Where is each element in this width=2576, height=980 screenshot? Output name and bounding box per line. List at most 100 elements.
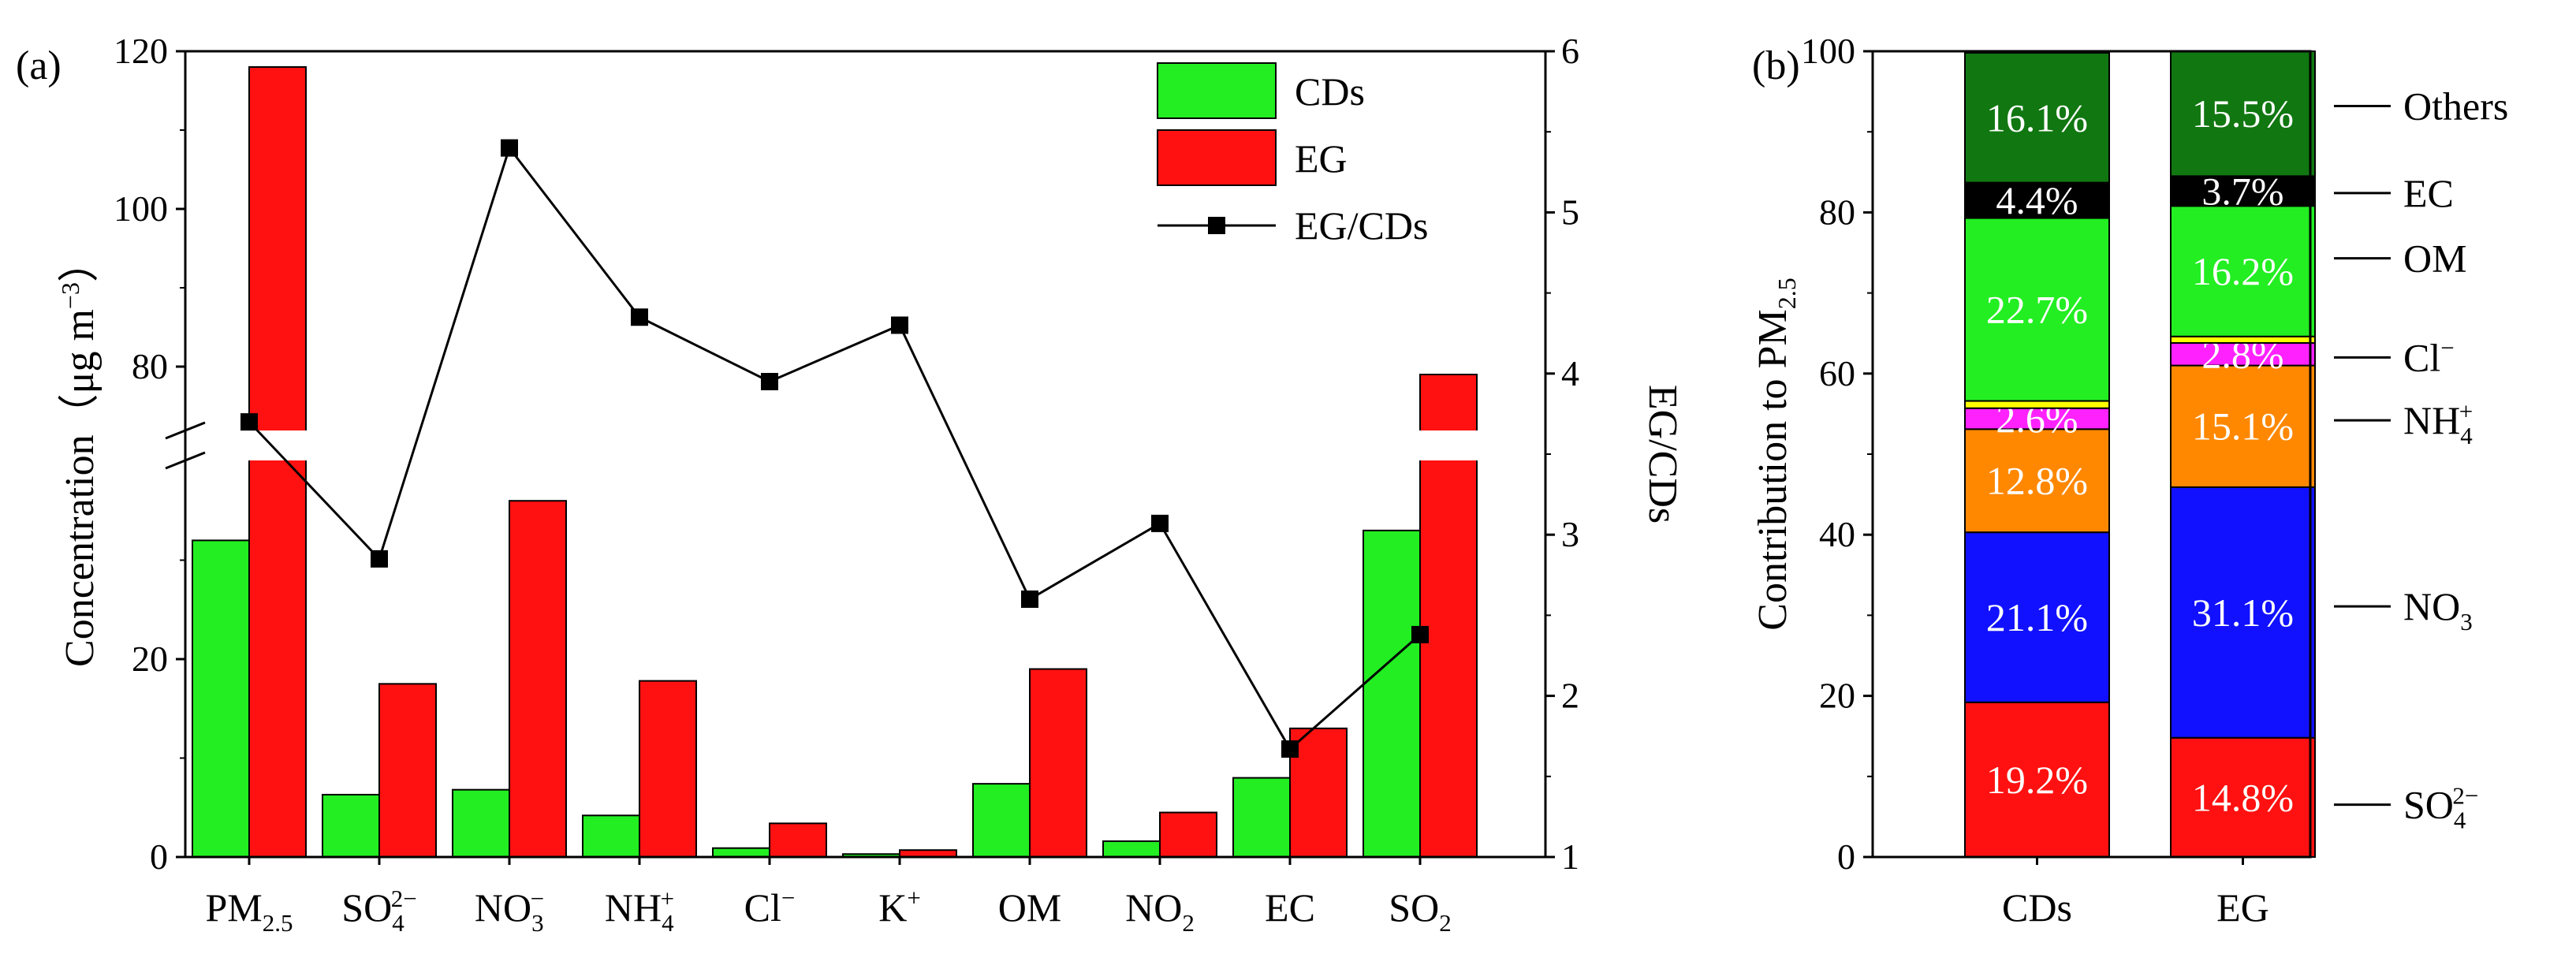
axis-break-mark [165,451,206,470]
x-tick-label: NH4+ [605,885,674,937]
panel-label-b: (b) [1752,43,1800,88]
axis-break-mark [165,421,206,440]
x-tick-label-sub: 2.5 [263,909,293,937]
stack-seg-EG-0 [2170,736,2316,859]
side-label-base: Others [2403,84,2508,128]
x-tick-label-base: SO [1389,885,1439,930]
side-label: NO3 [2403,584,2473,635]
bar-eg-4 [769,822,827,858]
x-tick-label-base: K [878,885,907,930]
x-tick-label-sub: 2 [1439,909,1452,937]
stack-label-EG-2: 15.1% [2192,404,2294,449]
side-label-sup: + [2459,397,2473,425]
x-tick-label-base: EC [1265,885,1315,930]
stack-label-CDs-6: 4.4% [1996,178,2078,222]
y-tick-label-b: 40 [1819,514,1855,554]
ratio-marker-9 [1411,625,1429,643]
axis-break-band [187,430,1544,460]
x-tick-label-base: NO [475,885,531,930]
side-label-sub: 4 [2460,422,2473,449]
side-label-sup: − [2440,333,2454,361]
x-tick-label-sup: 2− [391,885,417,912]
bar-eg-0 [248,66,307,858]
ratio-marker-6 [1021,590,1038,608]
y-axis-label-tail: ） [58,241,103,282]
y2-tick-label: 2 [1561,676,1579,716]
y-axis-label-sup: −3 [56,282,84,309]
y-tick-label: 100 [114,188,168,229]
y-tick-label-b: 0 [1837,837,1855,877]
x-tick-label: SO42− [341,885,416,937]
stack-label-CDs-5: 22.7% [1986,288,2088,332]
legend-label-eg: EG [1295,136,1348,181]
x-tick-label-base: NO [1125,885,1182,930]
bar-eg-8 [1289,727,1348,858]
y-tick-label-b: 20 [1819,676,1855,716]
stack-seg-EG-4 [2170,335,2316,344]
side-label-sub: 4 [2454,807,2466,834]
side-label-sup: 2− [2452,782,2478,810]
y-axis-label-text: Concentration（μg m [58,309,103,667]
stack-seg-EG-3 [2170,341,2316,367]
stack-seg-EG-1 [2170,486,2316,739]
side-label: Others [2403,84,2508,128]
y2-tick-label: 3 [1561,514,1579,554]
ratio-marker-2 [501,139,518,157]
x-tick-label: NO3− [475,885,544,937]
bar-eg-6 [1029,668,1087,858]
stack-label-EG-5: 16.2% [2192,249,2294,293]
stack-seg-CDs-2 [1964,428,2110,534]
side-label: OM [2403,237,2467,281]
bar-eg-7 [1159,811,1217,859]
x-tick-label: OM [998,885,1062,930]
stack-seg-EG-6 [2170,175,2316,207]
ratio-marker-4 [761,373,778,391]
bar-cds-8 [1232,777,1291,858]
side-label-base: EC [2403,171,2454,215]
panel-label-a: (a) [16,43,62,88]
side-label-sub: 3 [2460,608,2473,635]
stack-label-CDs-0: 19.2% [1986,758,2088,802]
y-tick-label-b: 80 [1819,192,1855,232]
y-tick-label: 0 [150,837,168,877]
y2-tick-label: 1 [1561,837,1579,877]
x-tick-label-sup: + [907,884,920,911]
stack-label-EG-1: 31.1% [2192,591,2294,635]
x-tick-label-sup: + [661,885,674,912]
stack-label-CDs-2: 12.8% [1986,459,2088,503]
legend-label-ratio: EG/CDs [1295,203,1428,248]
stack-seg-CDs-7 [1964,52,2110,184]
ratio-marker-1 [371,550,388,568]
stack-seg-EG-2 [2170,364,2316,488]
ratio-marker-8 [1281,740,1299,758]
side-label-base: NH [2403,398,2460,442]
x-tick-label-sub: 4 [392,909,404,937]
bar-cds-1 [322,793,380,858]
x-tick-label: K+ [878,884,921,930]
bar-cds-9 [1363,529,1421,858]
x-tick-label-base: SO [341,885,392,930]
side-label: EC [2403,171,2454,215]
stack-seg-CDs-4 [1964,400,2110,409]
x-tick-label-sub: 4 [662,909,674,937]
legend-marker-ratio [1208,217,1225,234]
ratio-marker-3 [631,308,648,326]
x-tick-label: PM2.5 [205,885,293,937]
x-tick-label: SO2 [1389,885,1451,937]
stack-label-CDs-7: 16.1% [1986,95,2088,140]
side-label-base: SO [2403,783,2454,827]
side-label: Cl− [2403,333,2455,379]
y2-axis-label: EG/CDs [1640,385,1685,524]
y-axis-label-b-sub: 2.5 [1773,278,1801,309]
y-axis-label-b: Contribution to PM2.5 [1750,278,1801,630]
x-tick-label-base: NH [605,885,662,930]
stack-label-CDs-1: 21.1% [1986,595,2088,639]
legend-swatch-cds [1157,62,1277,119]
side-label: SO42− [2403,782,2478,834]
y-tick-label-b: 100 [1801,31,1855,71]
side-label: NH4+ [2403,397,2473,449]
x-tick-label-sub: 3 [531,909,544,937]
y2-tick-label: 5 [1561,192,1579,232]
ratio-marker-0 [240,413,258,431]
